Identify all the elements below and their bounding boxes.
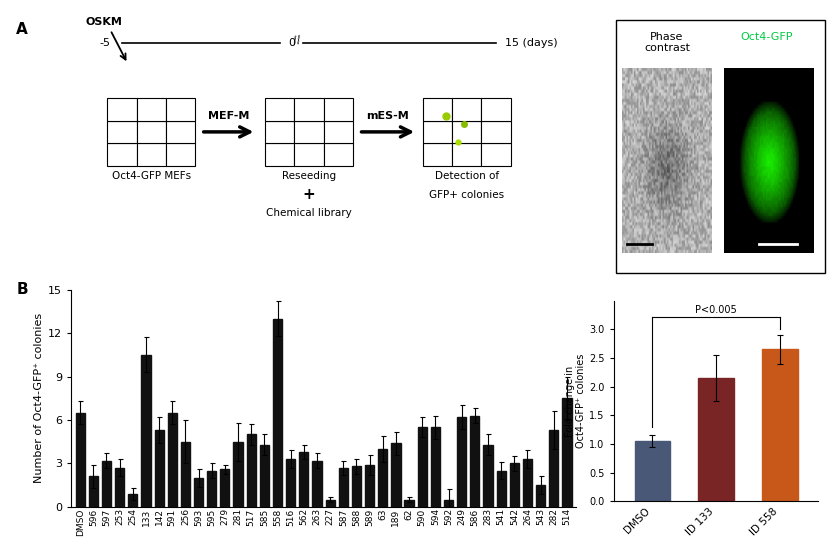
- Bar: [154, 430, 164, 507]
- Bar: [452, 143, 481, 166]
- Bar: [115, 468, 124, 507]
- Bar: [635, 441, 670, 501]
- Bar: [549, 430, 559, 507]
- Bar: [129, 494, 138, 507]
- Bar: [265, 143, 294, 166]
- Y-axis label: Fold change in
Oct4-GFP⁺ colonies: Fold change in Oct4-GFP⁺ colonies: [564, 354, 586, 448]
- Text: mES-M: mES-M: [367, 111, 409, 121]
- Bar: [312, 461, 321, 507]
- Bar: [562, 398, 571, 507]
- Bar: [141, 355, 150, 507]
- Bar: [286, 459, 296, 507]
- Bar: [523, 459, 532, 507]
- Bar: [260, 444, 269, 507]
- Bar: [392, 443, 401, 507]
- Bar: [76, 413, 85, 507]
- Text: //: //: [292, 35, 301, 46]
- Bar: [102, 461, 111, 507]
- Text: Detection of: Detection of: [435, 172, 498, 182]
- Bar: [457, 417, 466, 507]
- Text: MEF-M: MEF-M: [208, 111, 250, 121]
- Bar: [323, 143, 352, 166]
- Bar: [365, 465, 374, 507]
- Bar: [107, 143, 136, 166]
- Bar: [194, 478, 203, 507]
- Bar: [452, 120, 481, 143]
- Bar: [168, 413, 177, 507]
- Text: P<0.005: P<0.005: [695, 305, 737, 315]
- Bar: [418, 427, 427, 507]
- Bar: [378, 449, 387, 507]
- Bar: [698, 378, 734, 501]
- Bar: [234, 442, 243, 507]
- Bar: [299, 452, 308, 507]
- Bar: [481, 143, 510, 166]
- Text: Chemical library: Chemical library: [266, 208, 352, 218]
- Bar: [265, 98, 294, 120]
- Text: +: +: [302, 187, 316, 202]
- Bar: [136, 120, 165, 143]
- Bar: [273, 319, 282, 507]
- Text: B: B: [17, 282, 28, 297]
- Bar: [536, 485, 545, 507]
- Bar: [423, 98, 452, 120]
- Bar: [165, 120, 195, 143]
- Bar: [294, 143, 323, 166]
- Text: GFP+ colonies: GFP+ colonies: [429, 190, 504, 200]
- Bar: [165, 143, 195, 166]
- Text: -5: -5: [99, 38, 110, 48]
- Text: A: A: [16, 22, 28, 37]
- Bar: [323, 98, 352, 120]
- Text: 0: 0: [288, 38, 295, 48]
- Bar: [89, 476, 98, 507]
- Bar: [470, 416, 479, 507]
- Bar: [423, 120, 452, 143]
- Bar: [339, 468, 348, 507]
- Text: Phase
contrast: Phase contrast: [644, 32, 690, 53]
- Text: OSKM: OSKM: [86, 17, 123, 27]
- Bar: [352, 466, 361, 507]
- Text: Oct4-GFP: Oct4-GFP: [741, 32, 793, 42]
- Bar: [326, 500, 335, 507]
- Bar: [431, 427, 440, 507]
- Bar: [762, 349, 797, 501]
- Bar: [220, 469, 230, 507]
- Bar: [107, 120, 136, 143]
- Bar: [294, 98, 323, 120]
- Bar: [136, 143, 165, 166]
- Text: Reseeding: Reseeding: [282, 172, 336, 182]
- Bar: [265, 120, 294, 143]
- Bar: [444, 500, 453, 507]
- Bar: [323, 120, 352, 143]
- Bar: [165, 98, 195, 120]
- Text: Oct4-GFP MEFs: Oct4-GFP MEFs: [112, 172, 190, 182]
- Bar: [509, 463, 519, 507]
- Text: 15 (days): 15 (days): [504, 38, 558, 48]
- Bar: [497, 471, 506, 507]
- Bar: [483, 444, 493, 507]
- Bar: [107, 98, 136, 120]
- Bar: [136, 98, 165, 120]
- Y-axis label: Number of Oct4-GFP⁺ colonies: Number of Oct4-GFP⁺ colonies: [33, 313, 43, 483]
- Bar: [481, 120, 510, 143]
- Bar: [452, 98, 481, 120]
- Bar: [404, 500, 413, 507]
- Bar: [423, 143, 452, 166]
- Bar: [207, 471, 216, 507]
- Bar: [246, 434, 256, 507]
- Bar: [181, 442, 190, 507]
- Bar: [481, 98, 510, 120]
- Bar: [294, 120, 323, 143]
